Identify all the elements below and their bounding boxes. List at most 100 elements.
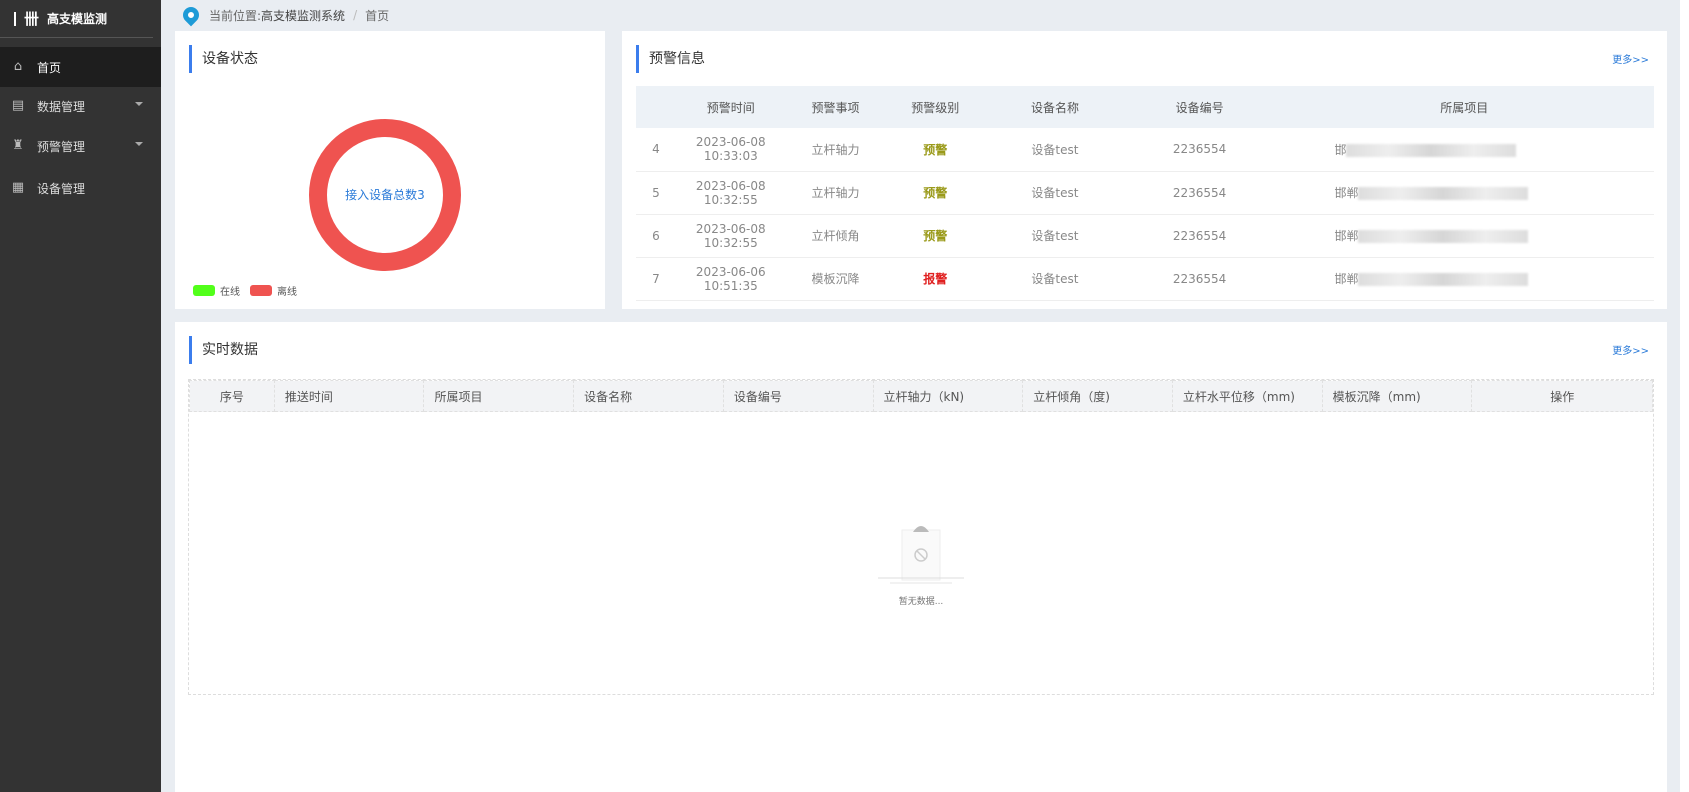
sidebar-item-home[interactable]: ⌂ 首页: [0, 47, 161, 87]
column-header: 所属项目: [423, 380, 575, 412]
device-icon: ▦: [11, 180, 25, 195]
redacted-text: [1346, 143, 1517, 157]
cell-item: 立杆轴力: [785, 171, 886, 215]
table-row[interactable]: 7 2023-06-06 10:51:35 模板沉降 报警 设备test 2236554 邯…: [636, 257, 1654, 301]
cell-level: 预警: [885, 171, 986, 215]
column-header: 设备名称: [985, 86, 1125, 128]
app-logo: 卌高支模监测: [0, 0, 153, 38]
sidebar-item-label: 首页: [37, 60, 62, 75]
project-name: 邯郸: [1334, 272, 1359, 286]
cell-no: 4: [636, 128, 676, 172]
realtime-card: 实时数据 更多>> 序号 推送时间 所属项目 设备名称 设备编号 立杆轴力（kN) 立杆倾角…: [175, 322, 1667, 792]
empty-text: 暂无数据...: [898, 597, 944, 607]
cell-time: 2023-06-08 10:32:55: [675, 171, 786, 215]
empty-clipboard-icon: [878, 526, 964, 584]
sidebar-item-alarm-management[interactable]: ♜ 预警管理: [0, 126, 161, 166]
column-header: 操作: [1471, 380, 1653, 412]
column-header: 立杆轴力（kN): [872, 380, 1024, 412]
sidebar-item-device-management[interactable]: ▦ 设备管理: [0, 168, 161, 208]
legend-swatch-offline[interactable]: [250, 285, 272, 296]
redacted-text: [1358, 230, 1529, 243]
donut-offline-slice[interactable]: [309, 119, 461, 271]
column-header: [636, 86, 676, 128]
caret-down-icon: [135, 102, 143, 110]
project-name: 邯: [1334, 142, 1347, 157]
column-header: 序号: [189, 380, 275, 412]
data-icon: ▤: [11, 98, 25, 113]
cell-no: 7: [636, 257, 676, 301]
cell-code: 2236554: [1124, 171, 1275, 215]
device-status-card: 设备状态 接入设备总数3 在线 离线: [175, 31, 605, 309]
legend-label: 在线: [220, 287, 240, 298]
cell-code: 2236554: [1124, 214, 1275, 258]
cell-time: 2023-06-08 10:32:55: [675, 214, 786, 258]
column-header: 预警时间: [675, 86, 786, 128]
sidebar-item-data-management[interactable]: ▤ 数据管理: [0, 86, 161, 126]
home-icon: ⌂: [13, 59, 23, 74]
redacted-text: [1358, 187, 1529, 200]
cell-project: 邯: [1274, 128, 1654, 172]
sidebar-item-label: 数据管理: [37, 99, 86, 114]
card-title: 实时数据: [189, 336, 258, 364]
device-donut-chart: [309, 119, 461, 271]
breadcrumb-prefix: 当前位置:: [209, 8, 262, 23]
warning-card: 预警信息 更多>> 预警时间 预警事项 预警级别 设备名称 设备编号 所属项目 4 2023-…: [622, 31, 1667, 309]
empty-state: 暂无数据...: [189, 520, 1653, 607]
logo-icon: 卌: [24, 10, 40, 28]
legend-label: 离线: [277, 287, 297, 298]
column-header: 所属项目: [1274, 86, 1654, 128]
project-name: 邯郸: [1334, 229, 1359, 243]
cell-code: 2236554: [1124, 257, 1275, 301]
cell-no: 6: [636, 214, 676, 258]
cell-device: 设备test: [985, 257, 1125, 301]
card-title: 设备状态: [189, 45, 258, 73]
card-title: 预警信息: [636, 45, 705, 73]
redacted-text: [1358, 273, 1529, 286]
main-content: 当前位置: 高支模监测系统 / 首页 设备状态 接入设备总数3 在线 离线 预警…: [161, 0, 1680, 792]
sidebar-item-label: 设备管理: [37, 181, 86, 196]
column-header: 设备编号: [1124, 86, 1275, 128]
cell-item: 立杆倾角: [785, 214, 886, 258]
cell-time: 2023-06-08 10:33:03: [675, 128, 786, 172]
legend-swatch-online[interactable]: [193, 285, 215, 296]
cell-level: 预警: [885, 128, 986, 172]
column-header: 预警事项: [785, 86, 886, 128]
table-row[interactable]: 5 2023-06-08 10:32:55 立杆轴力 预警 设备test 2236554 邯…: [636, 171, 1654, 215]
column-header: 立杆水平位移（mm): [1171, 380, 1323, 412]
cell-item: 模板沉降: [785, 257, 886, 301]
column-header: 设备编号: [722, 380, 874, 412]
cell-project: 邯郸: [1274, 214, 1654, 258]
warning-table: 预警时间 预警事项 预警级别 设备名称 设备编号 所属项目 4 2023-06-08 10:3…: [636, 86, 1654, 301]
caret-down-icon: [135, 142, 143, 150]
location-icon: [179, 3, 203, 27]
table-row[interactable]: 6 2023-06-08 10:32:55 立杆倾角 预警 设备test 2236554 邯…: [636, 214, 1654, 258]
alarm-icon: ♜: [12, 138, 24, 153]
cell-level: 报警: [885, 257, 986, 301]
cell-time: 2023-06-06 10:51:35: [675, 257, 786, 301]
cell-item: 立杆轴力: [785, 128, 886, 172]
cell-project: 邯郸: [1274, 171, 1654, 215]
sidebar: 卌高支模监测 ⌂ 首页 ▤ 数据管理 ♜ 预警管理 ▦ 设备管理: [0, 0, 161, 792]
app-title: 高支模监测: [47, 12, 108, 26]
sidebar-item-label: 预警管理: [37, 139, 86, 154]
cell-device: 设备test: [985, 171, 1125, 215]
breadcrumb-current: 首页: [365, 8, 390, 23]
table-row[interactable]: 4 2023-06-08 10:33:03 立杆轴力 预警 设备test 2236554 邯: [636, 128, 1654, 172]
column-header: 预警级别: [885, 86, 986, 128]
realtime-table: 序号 推送时间 所属项目 设备名称 设备编号 立杆轴力（kN) 立杆倾角（度) 立杆水平位移（…: [188, 379, 1654, 695]
column-header: 立杆倾角（度): [1022, 380, 1173, 412]
chart-legend: 在线 离线: [193, 283, 297, 298]
cell-device: 设备test: [985, 214, 1125, 258]
cell-level: 预警: [885, 214, 986, 258]
project-name: 邯郸: [1334, 186, 1359, 200]
cell-code: 2236554: [1124, 128, 1275, 172]
donut-center-label: 接入设备总数3: [345, 188, 425, 202]
more-link[interactable]: 更多>>: [1612, 346, 1649, 357]
cell-no: 5: [636, 171, 676, 215]
column-header: 模板沉降（mm): [1321, 380, 1473, 412]
cell-device: 设备test: [985, 128, 1125, 172]
breadcrumb-system[interactable]: 高支模监测系统: [261, 8, 346, 23]
more-link[interactable]: 更多>>: [1612, 55, 1649, 66]
breadcrumb: 当前位置: 高支模监测系统 / 首页: [179, 0, 390, 30]
column-header: 推送时间: [273, 380, 425, 412]
